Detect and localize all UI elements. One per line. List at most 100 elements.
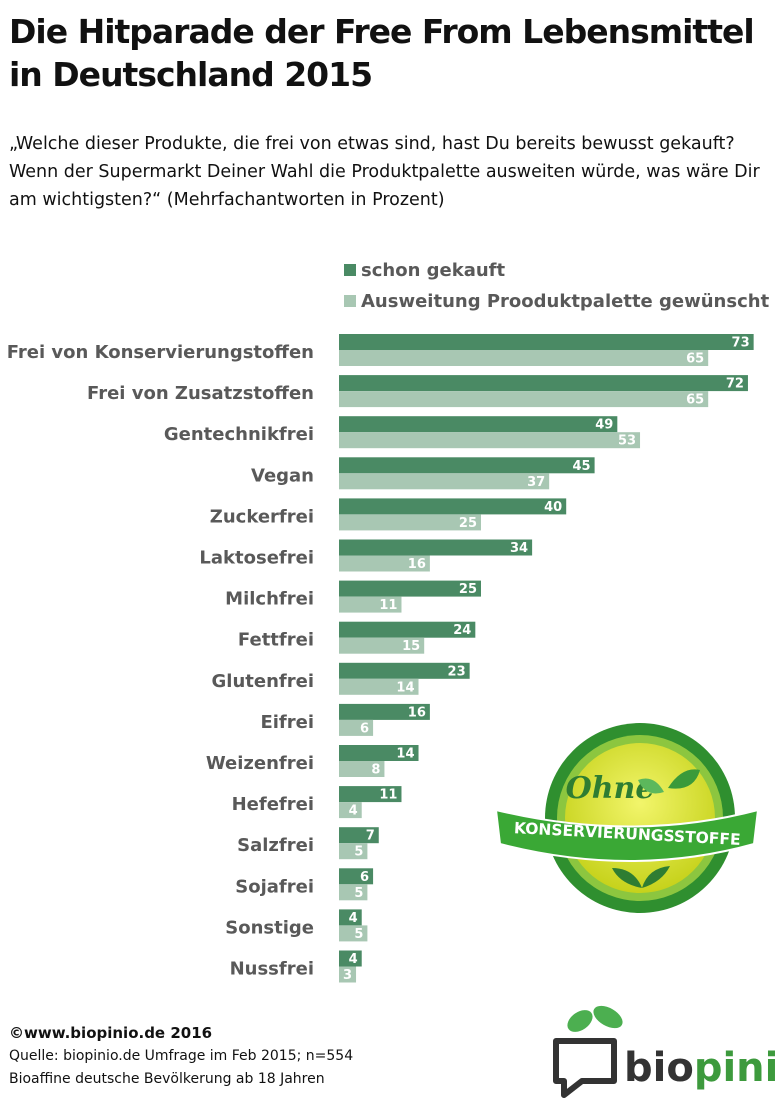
bar-value-label: 8 bbox=[371, 763, 380, 778]
bar-ausweitung bbox=[339, 596, 402, 613]
biopinio-logo[interactable]: biopinio bbox=[552, 1003, 778, 1101]
bar-value-label: 6 bbox=[360, 870, 369, 885]
bar-schon-gekauft bbox=[339, 703, 430, 720]
leaf-icon bbox=[567, 1005, 623, 1032]
bar-value-label: 5 bbox=[354, 927, 363, 942]
bar-ausweitung bbox=[339, 843, 368, 860]
leaf-icon bbox=[638, 769, 700, 794]
bar-schon-gekauft bbox=[339, 457, 595, 474]
bar-value-label: 73 bbox=[732, 336, 750, 351]
speech-bubble-icon bbox=[553, 1038, 617, 1098]
bar-ausweitung bbox=[339, 966, 357, 983]
bar-value-label: 11 bbox=[379, 788, 397, 803]
bar-ausweitung bbox=[339, 473, 550, 490]
category-label: Frei von Konservierungstoffen bbox=[7, 342, 314, 363]
bar-value-label: 65 bbox=[686, 352, 704, 367]
bar-value-label: 24 bbox=[453, 623, 471, 638]
bar-value-label: 34 bbox=[510, 541, 528, 556]
bar-ausweitung bbox=[339, 391, 709, 408]
category-label: Nussfrei bbox=[230, 959, 314, 980]
footer: ©www.biopinio.de 2016 Quelle: biopinio.d… bbox=[9, 1022, 429, 1091]
category-label: Salzfrei bbox=[237, 835, 314, 856]
category-label: Fettfrei bbox=[238, 630, 314, 651]
sprout-icon bbox=[612, 866, 670, 888]
bar-value-label: 7 bbox=[366, 829, 375, 844]
category-label: Glutenfrei bbox=[212, 671, 314, 692]
bar-ausweitung bbox=[339, 884, 368, 901]
bar-schon-gekauft bbox=[339, 539, 533, 556]
bar-schon-gekauft bbox=[339, 580, 481, 597]
category-label: Laktosefrei bbox=[199, 548, 314, 569]
bar-schon-gekauft bbox=[339, 416, 618, 433]
category-label: Gentechnikfrei bbox=[164, 424, 314, 445]
bar-schon-gekauft bbox=[339, 745, 419, 761]
bar-value-label: 14 bbox=[396, 680, 414, 695]
bar-ausweitung bbox=[339, 555, 430, 572]
source-text: Quelle: biopinio.de Umfrage im Feb 2015;… bbox=[9, 1048, 354, 1064]
bar-ausweitung bbox=[339, 678, 419, 695]
bar-schon-gekauft bbox=[339, 786, 402, 803]
bar-schon-gekauft bbox=[339, 498, 567, 515]
bar-ausweitung bbox=[339, 350, 709, 366]
category-label: Frei von Zusatzstoffen bbox=[87, 383, 314, 404]
category-label: Vegan bbox=[251, 465, 314, 486]
logo-text: biopinio bbox=[624, 1045, 778, 1091]
bar-value-label: 40 bbox=[544, 500, 562, 515]
badge-ribbon bbox=[494, 808, 760, 862]
bar-chart: schon gekauft Ausweitung Prooduktpalette … bbox=[7, 260, 770, 983]
category-label: Weizenfrei bbox=[206, 753, 314, 774]
bar-value-label: 65 bbox=[686, 393, 704, 408]
bar-value-label: 25 bbox=[459, 516, 477, 531]
badge-top-text: Ohne bbox=[566, 771, 655, 806]
category-label: Eifrei bbox=[260, 712, 314, 733]
legend-label-1: schon gekauft bbox=[361, 260, 506, 281]
bar-ausweitung bbox=[339, 719, 374, 736]
bar-value-label: 4 bbox=[349, 911, 358, 926]
bar-value-label: 16 bbox=[408, 705, 426, 720]
legend-swatch-2 bbox=[344, 295, 356, 307]
bar-ausweitung bbox=[339, 925, 368, 942]
bar-schon-gekauft bbox=[339, 662, 470, 679]
bar-value-label: 4 bbox=[349, 804, 358, 819]
bar-ausweitung bbox=[339, 802, 362, 819]
population-text: Bioaffine deutsche Bevölkerung ab 18 Jah… bbox=[9, 1071, 325, 1087]
category-label: Sojafrei bbox=[235, 876, 314, 897]
legend-swatch-1 bbox=[344, 264, 356, 276]
bar-value-label: 5 bbox=[354, 845, 363, 860]
bar-schon-gekauft bbox=[339, 827, 379, 844]
category-label: Hefefrei bbox=[232, 794, 314, 815]
category-label: Milchfrei bbox=[225, 589, 314, 610]
bar-schon-gekauft bbox=[339, 868, 374, 885]
bar-value-label: 11 bbox=[379, 598, 397, 613]
category-label: Zuckerfrei bbox=[210, 506, 314, 527]
bar-schon-gekauft bbox=[339, 375, 748, 392]
bar-value-label: 45 bbox=[573, 459, 591, 474]
bar-value-label: 5 bbox=[354, 886, 363, 901]
bar-ausweitung bbox=[339, 432, 641, 449]
bar-ausweitung bbox=[339, 761, 385, 777]
category-label: Sonstige bbox=[225, 917, 314, 938]
bar-value-label: 4 bbox=[349, 952, 358, 967]
chart-subtitle: „Welche dieser Produkte, die frei von et… bbox=[9, 134, 760, 210]
legend: schon gekauft Ausweitung Prooduktpalette … bbox=[344, 260, 770, 312]
bar-value-label: 49 bbox=[595, 418, 613, 433]
bar-value-label: 53 bbox=[618, 434, 636, 449]
bar-value-label: 16 bbox=[408, 557, 426, 572]
bar-value-label: 25 bbox=[459, 582, 477, 597]
ohne-konservierungsstoffe-badge: Ohne KONSERVIERUNGSSTOFFE bbox=[494, 723, 760, 913]
bar-schon-gekauft bbox=[339, 334, 754, 350]
chart-title: Die Hitparade der Free From Lebensmittel… bbox=[9, 12, 755, 94]
bar-value-label: 6 bbox=[360, 721, 369, 736]
bar-schon-gekauft bbox=[339, 950, 362, 967]
bar-ausweitung bbox=[339, 637, 425, 654]
bar-value-label: 14 bbox=[396, 747, 414, 762]
bar-ausweitung bbox=[339, 514, 481, 531]
bar-schon-gekauft bbox=[339, 909, 362, 926]
bar-value-label: 3 bbox=[343, 968, 352, 983]
copyright-text: ©www.biopinio.de 2016 bbox=[9, 1024, 213, 1042]
bar-value-label: 23 bbox=[448, 664, 466, 679]
badge-center bbox=[565, 743, 715, 893]
legend-label-2: Ausweitung Prooduktpalette gewünscht bbox=[361, 291, 770, 312]
bar-value-label: 37 bbox=[527, 475, 545, 490]
